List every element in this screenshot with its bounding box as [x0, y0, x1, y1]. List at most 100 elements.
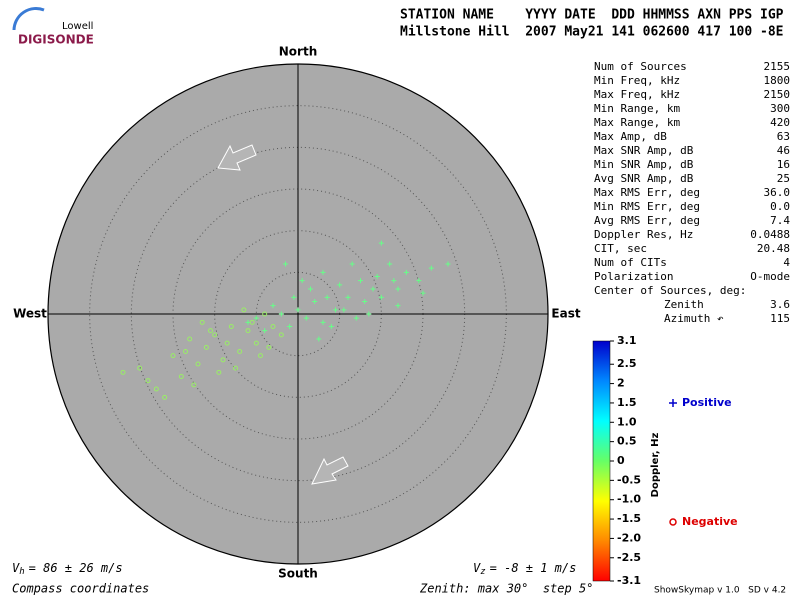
stat-value: 20.48: [757, 242, 790, 255]
stat-label: Max Range, km: [594, 116, 680, 129]
source-positive: [416, 278, 422, 284]
stat-label: Min SNR Amp, dB: [594, 158, 694, 171]
source-negative: [258, 353, 263, 359]
direction-arrow: [311, 456, 349, 485]
stat-label: Min Range, km: [594, 102, 680, 115]
legend-marker: [669, 518, 677, 526]
stat-value: 300: [770, 102, 790, 115]
colorbar-tick-label: 3.1: [617, 334, 637, 347]
source-positive: [349, 261, 355, 267]
source-positive: [253, 315, 259, 321]
direction-east: East: [551, 307, 580, 321]
colorbar-tick-label: 0.5: [617, 435, 637, 448]
source-negative: [137, 365, 143, 371]
source-positive: [362, 299, 368, 304]
source-negative: [120, 369, 126, 375]
source-positive: [308, 286, 313, 292]
source-positive: [337, 282, 343, 288]
stat-value: 2155: [764, 60, 791, 73]
logo-top: Lowell: [62, 21, 93, 32]
stat-label: Avg RMS Err, deg: [594, 214, 700, 227]
source-positive: [395, 303, 401, 309]
source-positive: [312, 299, 318, 304]
source-positive: [345, 294, 351, 300]
colorbar-tick-label: 2.5: [617, 357, 637, 370]
source-negative: [245, 328, 251, 334]
logo-bottom: DIGISONDE: [18, 33, 94, 47]
vz-label: Vz = -8 ± 1 m/s: [473, 561, 576, 577]
stat-label: Doppler Res, Hz: [594, 228, 693, 241]
stat-value: 1800: [764, 74, 791, 87]
source-negative: [212, 332, 218, 338]
source-positive: [270, 303, 276, 309]
footer-left: Compass coordinates: [12, 582, 149, 596]
source-negative: [199, 319, 205, 325]
stat-value: 16: [777, 158, 790, 171]
stat-label: Num of Sources: [594, 60, 687, 73]
source-negative: [208, 328, 213, 334]
source-positive: [395, 286, 401, 292]
source-positive: [320, 319, 326, 325]
direction-arrow: [217, 144, 257, 171]
stat-label: Num of CITs: [594, 256, 667, 269]
logo-swoosh: [12, 7, 45, 31]
source-positive: [328, 324, 334, 329]
stat-label: Min Freq, kHz: [594, 74, 680, 87]
source-positive: [299, 278, 305, 284]
source-negative: [191, 382, 197, 388]
legend-marker: [669, 399, 677, 407]
header-labels: STATION NAME YYYY DATE DDD HHMMSS AXN PP…: [400, 8, 784, 23]
stat-value: 4: [783, 256, 790, 269]
stat-label: Max Freq, kHz: [594, 88, 680, 101]
source-positive: [303, 315, 309, 321]
source-positive: [420, 290, 426, 296]
source-negative: [178, 374, 184, 379]
footer-center: Zenith: max 30° step 5°: [419, 582, 593, 596]
source-positive: [391, 278, 397, 284]
colorbar-tick-label: 0: [617, 454, 625, 467]
source-negative: [220, 357, 226, 363]
stat-value: 46: [777, 144, 790, 157]
source-negative: [170, 353, 176, 359]
stat-value: 0.0488: [750, 228, 790, 241]
stat-value: O-mode: [750, 270, 790, 283]
source-negative: [237, 349, 243, 354]
source-negative: [249, 319, 255, 325]
stat-value: 0.0: [770, 200, 790, 213]
direction-west: West: [13, 307, 47, 321]
vh-label: Vh = 86 ± 26 m/s: [12, 561, 123, 577]
source-negative: [224, 340, 230, 346]
source-positive: [358, 278, 363, 284]
source-negative: [183, 349, 188, 354]
colorbar-label: Doppler, Hz: [650, 433, 661, 498]
footer-right: ShowSkymap v 1.0 SD v 4.2: [654, 586, 786, 596]
source-negative: [253, 340, 259, 346]
colorbar-tick-label: -0.5: [617, 473, 641, 486]
source-negative: [195, 361, 201, 367]
stat-label: Max Amp, dB: [594, 130, 667, 143]
source-positive: [353, 315, 359, 321]
source-positive: [291, 294, 297, 300]
stat-value: 63: [777, 130, 790, 143]
source-negative: [187, 336, 193, 342]
source-positive: [287, 324, 293, 329]
source-positive: [387, 261, 393, 267]
legend-label: Negative: [682, 515, 738, 528]
stat-label: Azimuth ↶: [664, 312, 724, 325]
source-positive: [341, 307, 347, 313]
stat-label: Max SNR Amp, dB: [594, 144, 694, 157]
source-positive: [374, 274, 380, 279]
colorbar-tick-label: -1.0: [617, 493, 641, 506]
stat-label: Zenith: [664, 298, 704, 311]
colorbar-tick-label: -2.0: [617, 531, 641, 544]
source-positive: [295, 307, 301, 313]
source-positive: [333, 307, 338, 313]
source-negative: [216, 369, 222, 375]
legend-label: Positive: [682, 396, 732, 409]
stat-label: CIT, sec: [594, 242, 647, 255]
source-negative: [266, 344, 272, 350]
direction-north: North: [279, 45, 317, 59]
colorbar-tick-label: 1.5: [617, 396, 637, 409]
stat-value: 2150: [764, 88, 791, 101]
